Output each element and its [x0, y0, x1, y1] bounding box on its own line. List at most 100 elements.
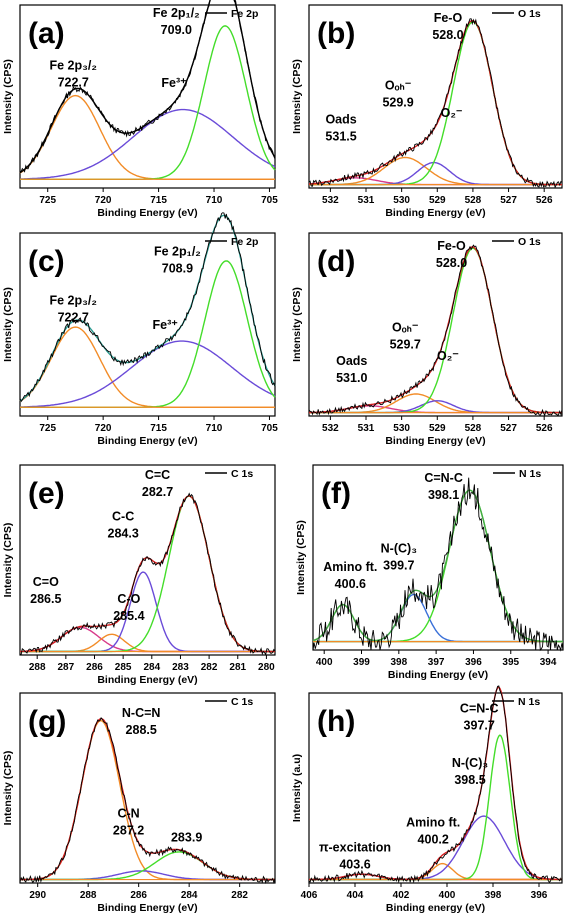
x-tick-label: 527 [500, 423, 517, 434]
panel-letter: (b) [317, 17, 355, 50]
x-tick-label: 398 [390, 657, 407, 668]
x-tick-label: 531 [358, 423, 375, 434]
peak-label: Fe-O 528.0 [436, 239, 467, 270]
x-tick-label: 404 [347, 890, 364, 901]
raw-data-curve [312, 477, 564, 652]
peak-label-line: C=C [145, 468, 170, 482]
raw-data-curve [308, 244, 563, 417]
x-tick-label: 530 [393, 423, 410, 434]
peak-label-line: C=O [33, 575, 59, 589]
peak-label: C=C 282.7 [142, 468, 173, 499]
peak-label: Fe 2p₃/₂ 722.7 [49, 293, 96, 324]
x-tick-label: 282 [231, 890, 248, 901]
component-peak [20, 719, 275, 881]
plot-frame [308, 4, 563, 189]
component-peak [20, 495, 275, 653]
x-tick-label: 705 [261, 423, 278, 434]
panel-letter: (f) [321, 477, 351, 510]
peak-label-line: C=N-C [460, 701, 499, 715]
peak-label: Oads 531.0 [336, 354, 367, 385]
legend-label: O 1s [518, 236, 541, 248]
x-tick-label: 396 [465, 657, 482, 668]
envelope-curve [20, 495, 275, 653]
peak-label-line: 403.6 [339, 857, 370, 871]
peak-label: C=N-C 397.7 [460, 701, 499, 732]
x-tick-label: 527 [500, 195, 517, 206]
peak-label-line: 283.9 [171, 831, 202, 845]
plot-frame [308, 692, 563, 884]
legend-label: Fe 2p [231, 8, 258, 20]
peak-label-line: Fe 2p₃/₂ [49, 58, 96, 72]
x-axis-label: Binding Energy (eV) [97, 435, 197, 447]
peak-label-line: Fe 2p₁/₂ [154, 245, 201, 259]
legend-label: C 1s [231, 468, 253, 480]
component-peak [20, 340, 276, 408]
y-axis-label: Intensity (CPS) [291, 287, 303, 362]
envelope-curve [19, 0, 276, 174]
x-tick-label: 526 [536, 423, 553, 434]
panel-d: 532 531 530 529 528 527 526 Binding Energy (eV)… [291, 232, 563, 447]
peak-label-line: O₂⁻ [441, 106, 463, 120]
x-axis-label: Binding Energy (eV) [385, 435, 485, 447]
x-tick-label: 282 [201, 662, 218, 673]
x-tick-label: 529 [429, 195, 446, 206]
x-tick-label: 281 [229, 662, 246, 673]
peak-label: Fe 2p₃/₂ 722.7 [49, 58, 96, 89]
peak-label-line: Fe-O [434, 11, 463, 25]
legend-label: Fe 2p [231, 236, 258, 248]
peak-label-line: 708.9 [162, 262, 193, 276]
raw-data-curve [19, 0, 276, 173]
component-peak [19, 94, 275, 181]
peak-label: O₂⁻ [441, 106, 463, 120]
panel-letter: (d) [317, 245, 355, 278]
x-tick-label: 710 [206, 423, 223, 434]
component-peak [20, 260, 276, 408]
legend-label: C 1s [231, 696, 253, 708]
x-tick-label: 529 [429, 423, 446, 434]
x-tick-label: 400 [316, 657, 333, 668]
peak-label-line: Oₒₕ⁻ [392, 320, 419, 334]
x-tick-label: 400 [439, 890, 456, 901]
x-tick-label: 290 [29, 890, 46, 901]
peak-label-line: 531.0 [336, 371, 367, 385]
peak-label: O₂⁻ [437, 349, 459, 363]
peak-label-line: C-C [112, 509, 134, 523]
x-tick-label: 715 [150, 423, 167, 434]
y-axis-label: Intensity (CPS) [2, 287, 14, 362]
peak-label: Fe 2p₁/₂ 708.9 [154, 245, 201, 276]
peak-label: Fe-O 528.0 [432, 11, 463, 42]
x-tick-label: 720 [95, 423, 112, 434]
peak-label-line: 286.5 [30, 592, 61, 606]
x-axis-label: Binding Energy (eV) [97, 902, 197, 914]
peak-label-line: 282.7 [142, 485, 173, 499]
plot-frame [312, 464, 564, 651]
peak-label-line: 529.9 [382, 96, 413, 110]
peak-label-line: 528.0 [436, 256, 467, 270]
x-tick-label: 710 [206, 195, 223, 206]
panel-f: 400 399 398 397 396 395 394 Binding Energy (eV)… [295, 464, 564, 681]
y-axis-label: Intensity (CPS) [2, 523, 14, 598]
peak-label-line: 531.5 [325, 130, 356, 144]
x-tick-label: 715 [150, 195, 167, 206]
x-tick-label: 396 [531, 890, 548, 901]
plot-frame [19, 692, 276, 884]
raw-data-curve [308, 685, 563, 884]
envelope-curve [20, 717, 275, 881]
panel-letter: (g) [28, 705, 66, 738]
x-axis-label: Binding Energy (eV) [385, 207, 485, 219]
peak-label-line: Oads [325, 113, 356, 127]
x-tick-label: 531 [358, 195, 375, 206]
x-tick-label: 287 [57, 662, 74, 673]
peak-label-line: N-(C)₃ [381, 541, 418, 555]
peak-label-line: 528.0 [432, 28, 463, 42]
x-tick-label: 288 [80, 890, 97, 901]
peak-label: N-C=N 288.5 [122, 706, 161, 737]
plot-frame [19, 4, 276, 189]
x-tick-label: 720 [95, 195, 112, 206]
peak-label: C-O 285.4 [113, 592, 144, 623]
x-tick-label: 286 [130, 890, 147, 901]
x-tick-label: 285 [115, 662, 132, 673]
panel-a: 725 720 715 710 705 Binding Energy (eV) Intens… [2, 0, 278, 219]
x-axis-label: Binding energy (eV) [386, 902, 485, 914]
